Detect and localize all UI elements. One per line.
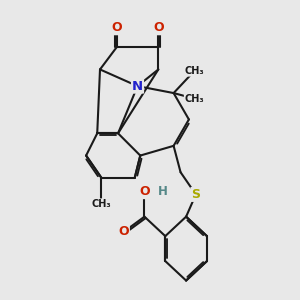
Text: CH₃: CH₃ — [184, 66, 204, 76]
Text: S: S — [191, 188, 200, 201]
Text: O: O — [139, 185, 150, 198]
Text: CH₃: CH₃ — [92, 199, 111, 209]
Text: CH₃: CH₃ — [184, 94, 204, 103]
Text: O: O — [111, 21, 122, 34]
Text: H: H — [158, 185, 167, 198]
Text: N: N — [132, 80, 143, 93]
Text: O: O — [153, 21, 164, 34]
Text: O: O — [118, 225, 129, 239]
